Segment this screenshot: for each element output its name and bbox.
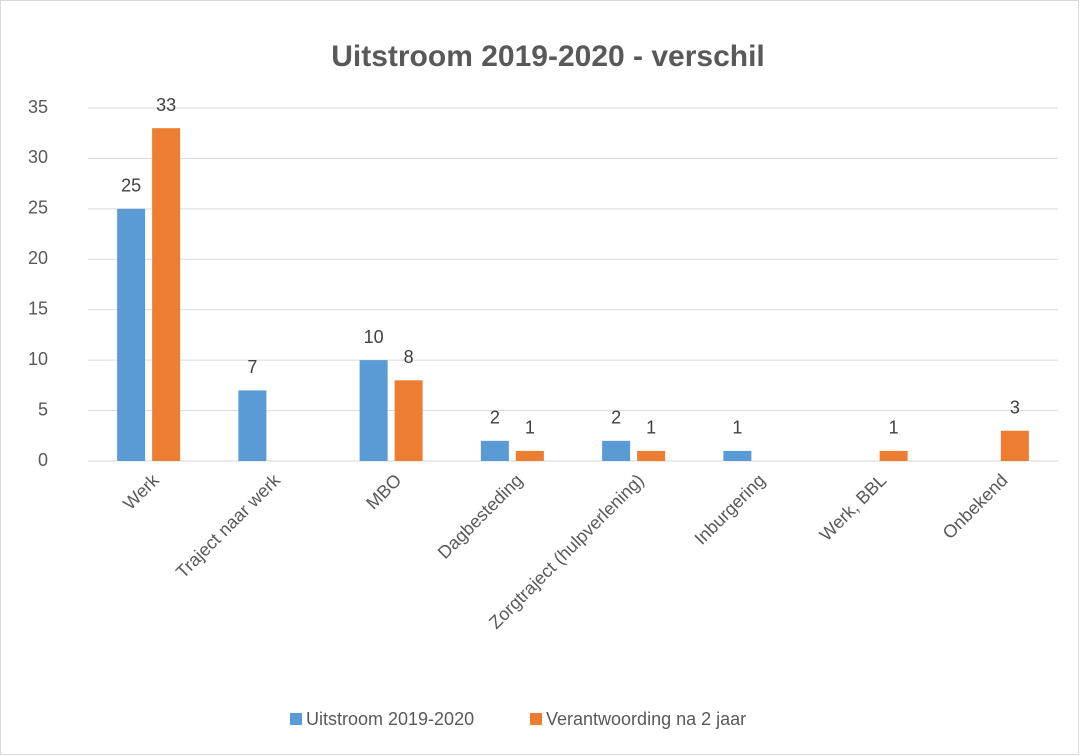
data-label: 33: [156, 95, 176, 115]
bar: [723, 450, 752, 461]
y-tick-label: 20: [28, 248, 48, 268]
y-tick-label: 35: [28, 97, 48, 117]
bar: [879, 450, 908, 461]
data-label: 1: [889, 418, 899, 438]
data-label: 2: [611, 408, 621, 428]
chart-title: Uitstroom 2019-2020 - verschil: [331, 40, 765, 73]
bar: [602, 440, 631, 461]
legend-swatch: [290, 713, 302, 725]
data-label: 1: [646, 418, 656, 438]
bar: [515, 450, 544, 461]
data-label: 8: [404, 347, 414, 367]
y-tick-label: 0: [38, 450, 48, 470]
bar: [1000, 430, 1029, 461]
y-tick-label: 15: [28, 298, 48, 318]
legend-label: Verantwoording na 2 jaar: [546, 709, 746, 729]
bar: [117, 208, 146, 461]
data-label: 10: [364, 327, 384, 347]
data-label: 7: [247, 357, 257, 377]
data-label: 1: [525, 418, 535, 438]
bar: [480, 440, 509, 461]
legend-label: Uitstroom 2019-2020: [306, 709, 474, 729]
bar: [238, 390, 267, 461]
legend-swatch: [530, 713, 542, 725]
bar: [359, 360, 388, 461]
data-label: 2: [490, 408, 500, 428]
bar: [394, 380, 423, 461]
y-tick-label: 25: [28, 198, 48, 218]
data-label: 25: [121, 176, 141, 196]
y-tick-label: 10: [28, 349, 48, 369]
y-tick-label: 5: [38, 399, 48, 419]
bar: [152, 128, 181, 461]
data-label: 3: [1010, 397, 1020, 417]
bar: [637, 450, 666, 461]
y-tick-label: 30: [28, 147, 48, 167]
data-label: 1: [732, 418, 742, 438]
